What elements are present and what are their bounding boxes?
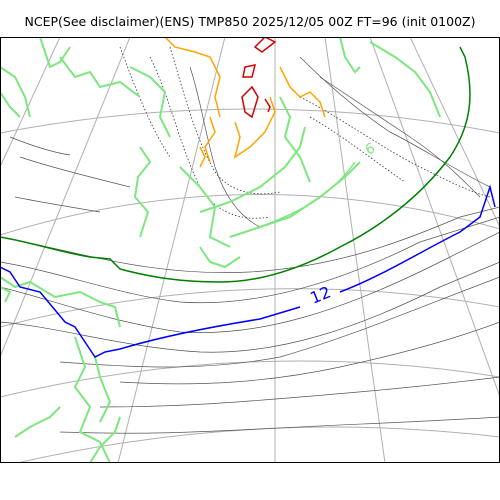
green-contour: [0, 46, 471, 283]
longitude-line: [369, 37, 500, 398]
map-title: NCEP(See disclaimer)(ENS) TMP850 2025/12…: [24, 14, 476, 29]
latitude-line: [0, 360, 500, 398]
weather-map: 6 12: [0, 37, 500, 463]
longitude-line: [117, 37, 226, 463]
longitude-line: [0, 37, 61, 168]
contour-label-12: 12: [307, 282, 333, 307]
latitude-line: [0, 288, 500, 328]
orange-contours: [164, 37, 326, 168]
longitude-line: [0, 37, 131, 358]
latitude-line: [0, 108, 500, 134]
longitude-line: [409, 37, 500, 228]
contour-label-6: 6: [363, 140, 378, 158]
thin-contours: [0, 56, 500, 434]
red-contours: [241, 37, 277, 119]
map-canvas: 6 12: [0, 37, 500, 463]
light-green-contour: 6: [259, 140, 378, 228]
coastline: [0, 37, 441, 463]
dotted-contours: [119, 46, 491, 219]
latitude-line: [0, 193, 500, 236]
longitude-line: [324, 37, 386, 463]
